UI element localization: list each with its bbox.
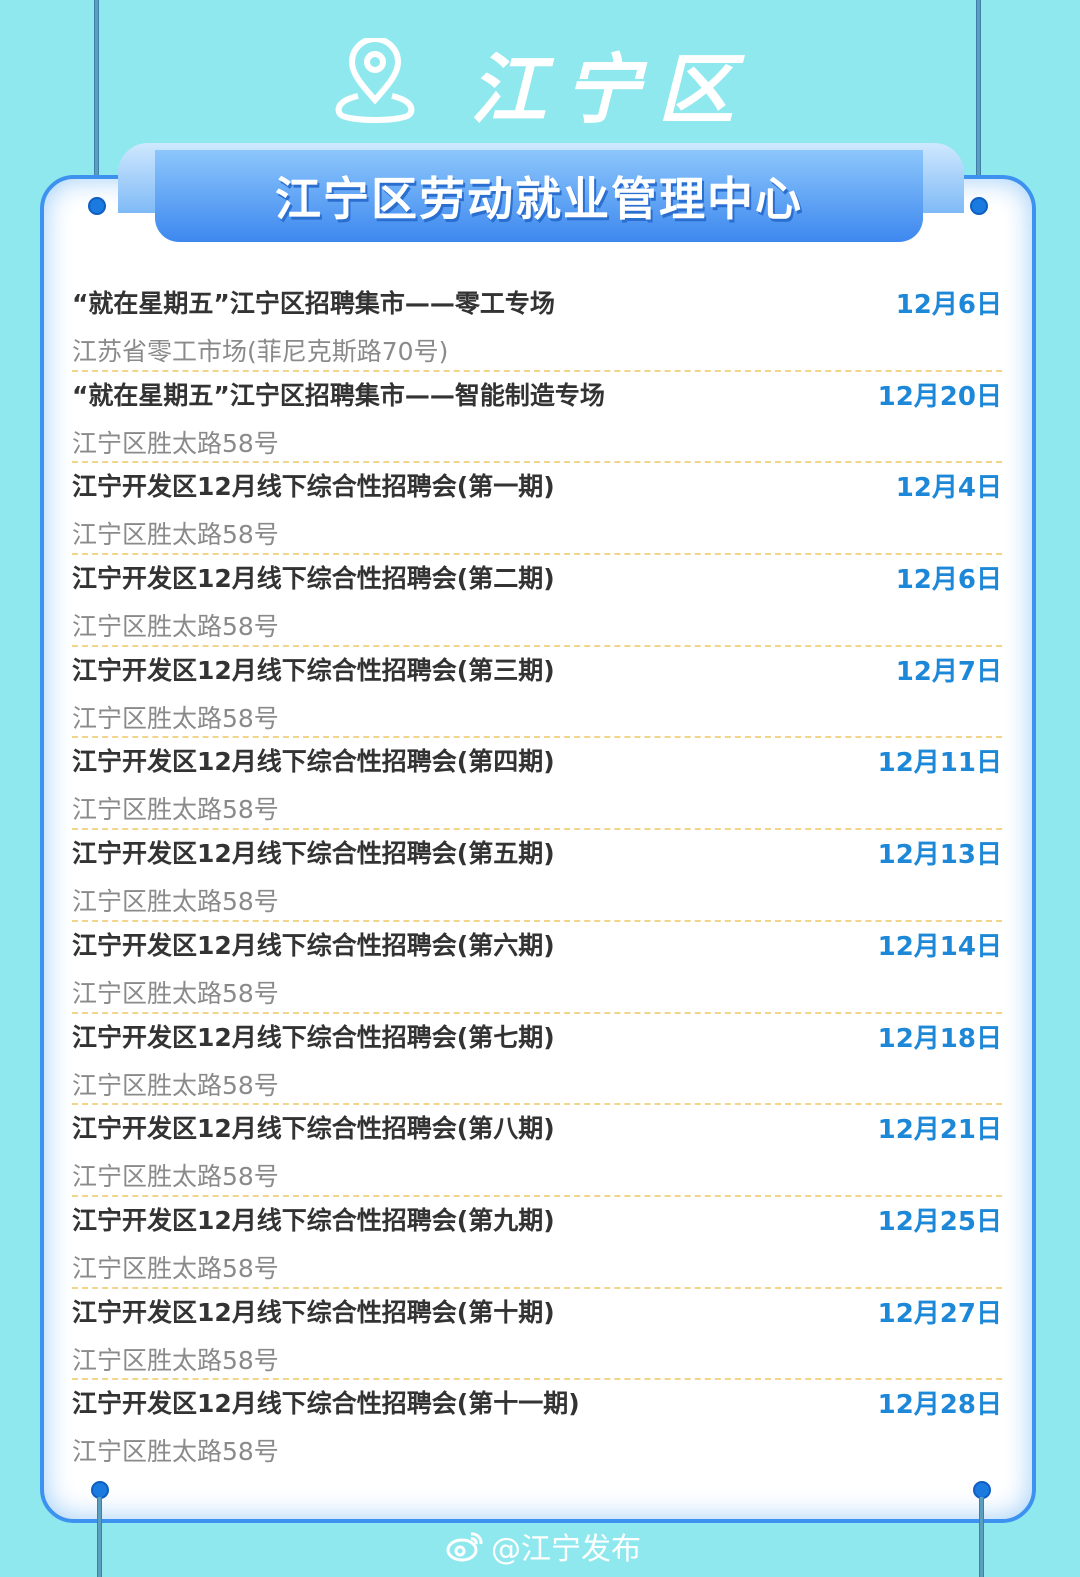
event-row: 江宁开发区12月线下综合性招聘会(第九期) 江宁区胜太路58号 12月25日	[72, 1197, 1002, 1289]
event-date: 12月20日	[877, 381, 1002, 412]
event-address: 江宁区胜太路58号	[72, 1253, 279, 1283]
event-date: 12月4日	[895, 473, 1002, 504]
event-title: 江宁开发区12月线下综合性招聘会(第四期)	[72, 747, 555, 777]
event-row: “就在星期五”江宁区招聘集市——智能制造专场 江宁区胜太路58号 12月20日	[72, 372, 1002, 464]
event-title: 江宁开发区12月线下综合性招聘会(第十一期)	[72, 1389, 580, 1419]
header: 江宁区	[330, 28, 752, 138]
event-date: 12月13日	[877, 840, 1002, 871]
event-title: 江宁开发区12月线下综合性招聘会(第六期)	[72, 930, 555, 960]
event-row: “就在星期五”江宁区招聘集市——零工专场 江苏省零工市场(菲尼克斯路70号) 1…	[72, 280, 1002, 372]
event-title: 江宁开发区12月线下综合性招聘会(第九期)	[72, 1205, 555, 1235]
event-title: 江宁开发区12月线下综合性招聘会(第八期)	[72, 1114, 555, 1144]
hanging-rope	[94, 0, 99, 200]
event-row: 江宁开发区12月线下综合性招聘会(第八期) 江宁区胜太路58号 12月21日	[72, 1105, 1002, 1197]
event-address: 江苏省零工市场(菲尼克斯路70号)	[72, 337, 449, 366]
event-date: 12月11日	[877, 748, 1002, 779]
banner-title: 江宁区劳动就业管理中心	[275, 172, 803, 226]
event-title: 江宁开发区12月线下综合性招聘会(第三期)	[72, 655, 555, 685]
event-title: 江宁开发区12月线下综合性招聘会(第五期)	[72, 839, 555, 869]
rope-knot	[970, 197, 988, 215]
hanging-rope	[976, 0, 981, 200]
event-address: 江宁区胜太路58号	[72, 428, 279, 458]
event-row: 江宁开发区12月线下综合性招聘会(第七期) 江宁区胜太路58号 12月18日	[72, 1014, 1002, 1106]
event-address: 江宁区胜太路58号	[72, 520, 279, 550]
event-title: “就在星期五”江宁区招聘集市——智能制造专场	[72, 380, 605, 410]
event-row: 江宁开发区12月线下综合性招聘会(第一期) 江宁区胜太路58号 12月4日	[72, 463, 1002, 556]
event-address: 江宁区胜太路58号	[72, 1345, 279, 1375]
event-row: 江宁开发区12月线下综合性招聘会(第六期) 江宁区胜太路58号 12月14日	[72, 922, 1002, 1014]
watermark-text: @江宁发布	[491, 1532, 641, 1567]
rope-knot	[88, 197, 106, 215]
event-date: 12月18日	[877, 1023, 1002, 1054]
hanging-rope	[97, 1497, 102, 1577]
event-date: 12月25日	[877, 1206, 1002, 1237]
event-row: 江宁开发区12月线下综合性招聘会(第五期) 江宁区胜太路58号 12月13日	[72, 830, 1002, 922]
event-date: 12月7日	[895, 656, 1002, 687]
event-date: 12月6日	[895, 290, 1002, 320]
event-row: 江宁开发区12月线下综合性招聘会(第四期) 江宁区胜太路58号 12月11日	[72, 738, 1002, 831]
event-address: 江宁区胜太路58号	[72, 887, 279, 917]
event-row: 江宁开发区12月线下综合性招聘会(第二期) 江宁区胜太路58号 12月6日	[72, 555, 1002, 647]
hanging-rope	[979, 1497, 984, 1577]
weibo-icon	[446, 1532, 483, 1562]
event-row: 江宁开发区12月线下综合性招聘会(第十期) 江宁区胜太路58号 12月27日	[72, 1289, 1002, 1381]
event-date: 12月21日	[877, 1115, 1002, 1146]
event-address: 江宁区胜太路58号	[72, 1162, 279, 1192]
event-address: 江宁区胜太路58号	[72, 978, 279, 1008]
event-row: 江宁开发区12月线下综合性招聘会(第三期) 江宁区胜太路58号 12月7日	[72, 647, 1002, 739]
event-title: 江宁开发区12月线下综合性招聘会(第二期)	[72, 564, 555, 594]
event-date: 12月6日	[895, 565, 1002, 596]
event-title: 江宁开发区12月线下综合性招聘会(第十期)	[72, 1297, 555, 1327]
event-date: 12月28日	[877, 1390, 1002, 1421]
event-date: 12月27日	[877, 1298, 1002, 1329]
event-list: “就在星期五”江宁区招聘集市——零工专场 江苏省零工市场(菲尼克斯路70号) 1…	[72, 280, 1002, 1472]
event-row: 江宁开发区12月线下综合性招聘会(第十一期) 江宁区胜太路58号 12月28日	[72, 1380, 1002, 1472]
event-title: 江宁开发区12月线下综合性招聘会(第一期)	[72, 472, 555, 502]
event-address: 江宁区胜太路58号	[72, 612, 279, 642]
event-address: 江宁区胜太路58号	[72, 1070, 279, 1100]
event-date: 12月14日	[877, 931, 1002, 962]
event-address: 江宁区胜太路58号	[72, 1437, 279, 1467]
event-address: 江宁区胜太路58号	[72, 795, 279, 825]
banner: 江宁区劳动就业管理中心	[155, 150, 923, 242]
watermark: @江宁发布	[445, 1524, 641, 1568]
event-title: “就在星期五”江宁区招聘集市——零工专场	[72, 289, 555, 318]
event-card	[40, 175, 1036, 1523]
district-title: 江宁区	[470, 45, 752, 134]
location-pin-icon	[335, 38, 415, 123]
event-address: 江宁区胜太路58号	[72, 703, 279, 733]
event-title: 江宁开发区12月线下综合性招聘会(第七期)	[72, 1022, 555, 1052]
